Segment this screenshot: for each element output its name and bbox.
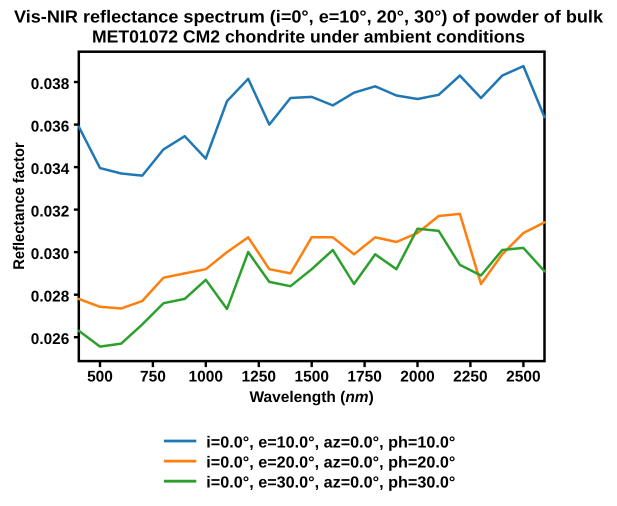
svg-text:1500: 1500 xyxy=(294,369,328,386)
svg-text:0.034: 0.034 xyxy=(31,161,70,178)
svg-text:1000: 1000 xyxy=(189,369,223,386)
svg-text:i=0.0°, e=10.0°, az=0.0°, ph=1: i=0.0°, e=10.0°, az=0.0°, ph=10.0° xyxy=(206,434,455,451)
svg-text:2250: 2250 xyxy=(453,369,487,386)
svg-text:i=0.0°, e=20.0°, az=0.0°, ph=2: i=0.0°, e=20.0°, az=0.0°, ph=20.0° xyxy=(206,454,455,471)
svg-text:i=0.0°, e=30.0°, az=0.0°, ph=3: i=0.0°, e=30.0°, az=0.0°, ph=30.0° xyxy=(206,475,455,492)
svg-text:0.032: 0.032 xyxy=(31,204,70,221)
svg-text:Reflectance factor: Reflectance factor xyxy=(11,142,28,270)
svg-text:2500: 2500 xyxy=(506,369,540,386)
svg-text:0.028: 0.028 xyxy=(31,289,70,306)
svg-text:0.026: 0.026 xyxy=(31,331,70,348)
svg-text:1750: 1750 xyxy=(347,369,381,386)
svg-text:Wavelength (nm): Wavelength (nm) xyxy=(249,389,373,406)
svg-text:0.036: 0.036 xyxy=(31,119,70,136)
svg-text:500: 500 xyxy=(87,369,113,386)
svg-text:0.030: 0.030 xyxy=(31,246,70,263)
svg-text:2000: 2000 xyxy=(400,369,434,386)
svg-text:750: 750 xyxy=(140,369,166,386)
svg-text:MET01072 CM2 chondrite under a: MET01072 CM2 chondrite under ambient con… xyxy=(92,27,525,47)
svg-text:1250: 1250 xyxy=(242,369,276,386)
svg-text:Vis-NIR reflectance spectrum (: Vis-NIR reflectance spectrum (i=0°, e=10… xyxy=(14,7,603,27)
svg-text:0.038: 0.038 xyxy=(31,76,70,93)
